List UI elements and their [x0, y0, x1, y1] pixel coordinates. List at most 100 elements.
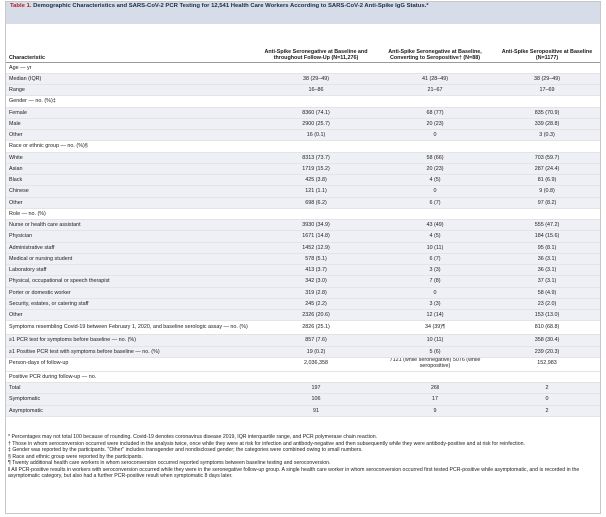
table-cell: 16–86 — [256, 84, 376, 97]
table-cell: 245 (2.2) — [256, 298, 376, 311]
table-cell: 12 (14) — [376, 309, 494, 322]
table-cell — [376, 140, 494, 153]
table-cell: 810 (68.8) — [494, 320, 600, 336]
table-row: Age — yr — [6, 62, 600, 74]
footnote: ¶ Twenty additional health care workers … — [8, 460, 331, 466]
table-cell: 3 (3) — [376, 298, 494, 311]
table-row: Positive PCR during follow-up — no. — [6, 371, 600, 384]
table-cell — [494, 62, 600, 74]
table-cell: 8360 (74.1) — [256, 107, 376, 119]
table-cell: 0 — [376, 185, 494, 198]
table-row: Asymptomatic 91 9 2 — [6, 405, 600, 417]
table-row: Administrative staff 1452 (12.9) 10 (11) 95… — [6, 242, 600, 254]
table-row: Other 16 (0.1) 0 3 (0.3) — [6, 129, 600, 142]
table-cell: 1719 (15.2) — [256, 163, 376, 176]
row-label: Total — [6, 382, 256, 395]
row-label: Administrative staff — [6, 242, 256, 254]
table-cell: 835 (70.9) — [494, 107, 600, 119]
table-cell: 8313 (73.7) — [256, 152, 376, 164]
table-cell — [256, 208, 376, 221]
table-cell: 287 (24.4) — [494, 163, 600, 176]
table-cell: 9 — [376, 405, 494, 417]
table-cell: 7121 (while seronegative) 5076 (while se… — [376, 357, 494, 372]
table-row: Porter or domestic worker 319 (2.8) 0 58 (4… — [6, 287, 600, 299]
row-label: Male — [6, 118, 256, 131]
table-cell: 58 (66) — [376, 152, 494, 164]
table-row: Chinese 121 (1.1) 0 9 (0.8) — [6, 185, 600, 198]
table-cell: 106 — [256, 393, 376, 406]
table-cell: 16 (0.1) — [256, 129, 376, 142]
table-cell: 43 (49) — [376, 219, 494, 232]
row-label: Other — [6, 129, 256, 142]
table-cell: 37 (3.1) — [494, 275, 600, 288]
table-cell: 555 (47.2) — [494, 219, 600, 232]
row-label: Median (IQR) — [6, 73, 256, 86]
table-cell: 1452 (12.9) — [256, 242, 376, 254]
table-row: Gender — no. (%)‡ — [6, 95, 600, 108]
table-cell: 339 (28.8) — [494, 118, 600, 131]
table-cell: 0 — [494, 393, 600, 406]
table-cell — [376, 95, 494, 108]
table-cell: 703 (59.7) — [494, 152, 600, 164]
table-cell: 36 (3.1) — [494, 264, 600, 277]
table-cell — [376, 371, 494, 384]
table-cell: 2900 (25.7) — [256, 118, 376, 131]
row-label: Person-days of follow-up — [6, 357, 256, 372]
table-cell: 41 (28–49) — [376, 73, 494, 86]
table-row: Median (IQR) 38 (29–49) 41 (28–49) 38 (29–4… — [6, 73, 600, 86]
table-cell: 20 (23) — [376, 118, 494, 131]
row-label: Chinese — [6, 185, 256, 198]
table-cell — [494, 95, 600, 108]
table-row: Female 8360 (74.1) 68 (77) 835 (70.9) — [6, 107, 600, 119]
table-cell: 3 (0.3) — [494, 129, 600, 142]
row-label: Role — no. (%) — [6, 208, 256, 221]
row-label: Symptomatic — [6, 393, 256, 406]
table-cell: 0 — [376, 287, 494, 299]
row-label: Asymptomatic — [6, 405, 256, 417]
table-cell: 4 (5) — [376, 230, 494, 243]
row-label: ≥1 PCR test for symptoms before baseline… — [6, 334, 256, 347]
table-caption: Table 1. Demographic Characteristics and… — [6, 2, 600, 24]
row-label: Laboratory staff — [6, 264, 256, 277]
table-row: Medical or nursing student 578 (5.1) 6 (7)… — [6, 253, 600, 266]
table-cell: 698 (6.2) — [256, 197, 376, 209]
row-label: Physician — [6, 230, 256, 243]
table-row: Person-days of follow-up 2,036,358 7121 (w… — [6, 357, 600, 372]
table-cell: 1671 (14.8) — [256, 230, 376, 243]
row-label: Nurse or health care assistant — [6, 219, 256, 232]
row-label: Gender — no. (%)‡ — [6, 95, 256, 108]
table-cell: 38 (29–49) — [494, 73, 600, 86]
table-cell: 2,036,358 — [256, 357, 376, 372]
data-table: Characteristic Anti-Spike Seronegative a… — [6, 24, 600, 417]
table-cell: 7 (8) — [376, 275, 494, 288]
table-row: Symptoms resembling Covid-19 between Feb… — [6, 320, 600, 336]
table-cell: 184 (15.6) — [494, 230, 600, 243]
table-cell: 19 (0.2) — [256, 346, 376, 358]
table-row: Physical, occupational or speech therapi… — [6, 275, 600, 288]
table-cell: 358 (30.4) — [494, 334, 600, 347]
table-cell: 10 (11) — [376, 242, 494, 254]
table-row: Male 2900 (25.7) 20 (23) 339 (28.8) — [6, 118, 600, 131]
table-cell: 857 (7.6) — [256, 334, 376, 347]
column-header-characteristic: Characteristic — [6, 24, 256, 63]
table-row: Range 16–86 21–67 17–69 — [6, 84, 600, 97]
row-label: Asian — [6, 163, 256, 176]
table-cell: 0 — [376, 129, 494, 142]
table-cell: 121 (1.1) — [256, 185, 376, 198]
table-cell: 26‖ — [376, 382, 494, 395]
table-cell: 10 (11) — [376, 334, 494, 347]
table-cell: 342 (3.0) — [256, 275, 376, 288]
footnote: * Percentages may not total 100 because … — [8, 434, 378, 440]
footnote: ‡ Gender was reported by the participant… — [8, 447, 363, 453]
table-cell: 425 (3.8) — [256, 174, 376, 187]
table-row: White 8313 (73.7) 58 (66) 703 (59.7) — [6, 152, 600, 164]
table-cell: 2826 (25.1) — [256, 320, 376, 336]
table-cell: 58 (4.9) — [494, 287, 600, 299]
table-row: Symptomatic 106 17 0 — [6, 393, 600, 406]
table-cell: 95 (8.1) — [494, 242, 600, 254]
row-label: Porter or domestic worker — [6, 287, 256, 299]
table-row: Security, estates, or catering staff 245 … — [6, 298, 600, 311]
row-label: Range — [6, 84, 256, 97]
table-cell: 2 — [494, 382, 600, 395]
table-cell: 197 — [256, 382, 376, 395]
